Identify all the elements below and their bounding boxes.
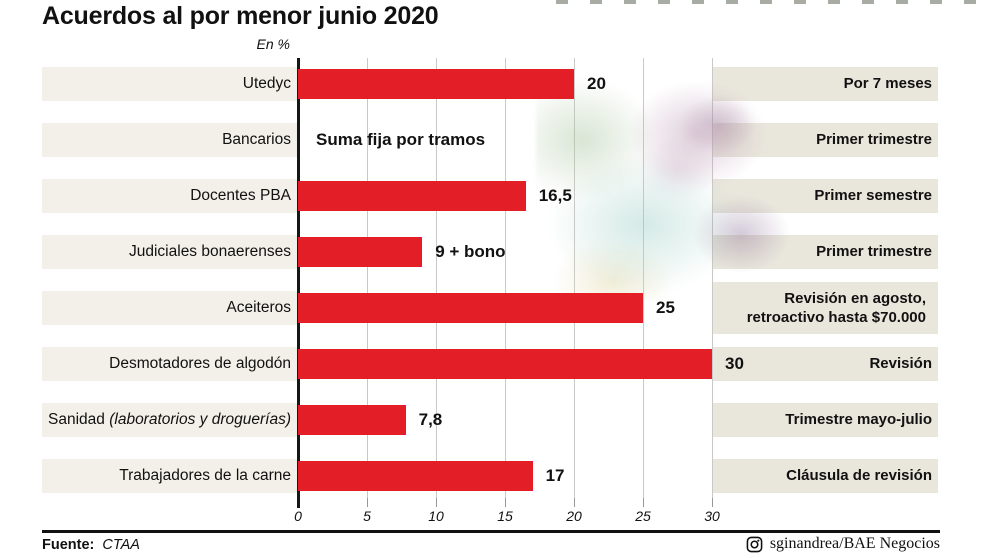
category-label: Judiciales bonaerenses	[129, 243, 291, 260]
no-bar-note: Suma fija por tramos	[316, 130, 486, 149]
category-band	[42, 67, 298, 101]
photo-edge-marks	[556, 0, 992, 4]
x-tick-label: 15	[497, 508, 513, 524]
category-label: Sanidad (laboratorios y droguerías)	[48, 411, 291, 428]
period-label: Primer trimestre	[816, 243, 932, 260]
value-label: 25	[656, 298, 675, 317]
footer-divider	[42, 530, 940, 533]
value-bar	[298, 69, 574, 99]
source-label: Fuente:	[42, 537, 95, 553]
axis-tick	[505, 498, 506, 507]
category-label: Desmotadores de algodón	[109, 355, 291, 372]
category-label: Trabajadores de la carne	[119, 467, 291, 484]
gridline	[643, 58, 644, 498]
category-label: Aceiteros	[226, 299, 291, 316]
axis-tick	[643, 498, 644, 507]
category-label: Docentes PBA	[190, 187, 291, 204]
value-label: 16,5	[538, 186, 572, 205]
page-title: Acuerdos al por menor junio 2020	[42, 2, 439, 30]
value-bar	[298, 237, 423, 267]
axis-tick	[574, 498, 575, 507]
category-label-italic: (laboratorios y droguerías)	[109, 411, 291, 428]
category-label: Bancarios	[222, 131, 291, 148]
period-band	[712, 347, 938, 381]
period-label: Primer trimestre	[816, 131, 932, 148]
period-label: Revisión en agosto, retroactivo hasta $7…	[746, 290, 926, 326]
value-label: 17	[545, 466, 565, 485]
axis-tick	[436, 498, 437, 507]
x-tick-label: 0	[294, 508, 302, 524]
period-band	[712, 235, 938, 269]
category-band	[42, 123, 298, 157]
category-band	[42, 291, 298, 325]
x-tick-label: 20	[566, 508, 582, 524]
credit-text: sginandrea/BAE Negocios	[769, 535, 940, 552]
value-bar	[298, 181, 526, 211]
period-band	[712, 179, 938, 213]
period-label: Trimestre mayo-julio	[785, 411, 932, 428]
x-tick-label: 5	[363, 508, 371, 524]
category-band	[42, 235, 298, 269]
period-label: Primer semestre	[814, 187, 932, 204]
value-bar	[298, 405, 406, 435]
period-label: Por 7 meses	[843, 75, 932, 92]
source-value: CTAA	[102, 537, 140, 553]
gridline	[436, 58, 437, 498]
instagram-icon	[746, 536, 763, 553]
period-band	[712, 459, 938, 493]
category-band	[42, 179, 298, 213]
category-band	[42, 347, 298, 381]
source-note: Fuente: CTAA	[42, 537, 140, 553]
x-tick-label: 25	[635, 508, 651, 524]
axis-tick	[712, 498, 713, 507]
period-label: Revisión	[869, 355, 932, 372]
category-band	[42, 459, 298, 493]
x-tick-label: 10	[428, 508, 444, 524]
value-bar	[298, 349, 712, 379]
value-bar	[298, 293, 643, 323]
value-label: 9 + bono	[435, 242, 506, 261]
period-label: Cláusula de revisión	[786, 467, 932, 484]
gridline	[505, 58, 506, 498]
units-label: En %	[256, 36, 290, 52]
value-label: 7,8	[418, 410, 443, 429]
value-label: 20	[587, 74, 606, 93]
value-bar	[298, 461, 533, 491]
period-band	[712, 282, 938, 334]
gridline	[574, 58, 575, 498]
credit-note: sginandrea/BAE Negocios	[746, 535, 940, 553]
period-band	[712, 67, 938, 101]
axis-tick	[367, 498, 368, 507]
category-label: Utedyc	[242, 75, 291, 92]
x-tick-label: 30	[704, 508, 720, 524]
zero-axis-line	[296, 58, 300, 508]
period-band	[712, 403, 938, 437]
gridline	[367, 58, 368, 498]
category-band	[42, 403, 298, 437]
value-label: 30	[725, 354, 744, 373]
gridline	[712, 58, 713, 498]
period-band	[712, 123, 938, 157]
